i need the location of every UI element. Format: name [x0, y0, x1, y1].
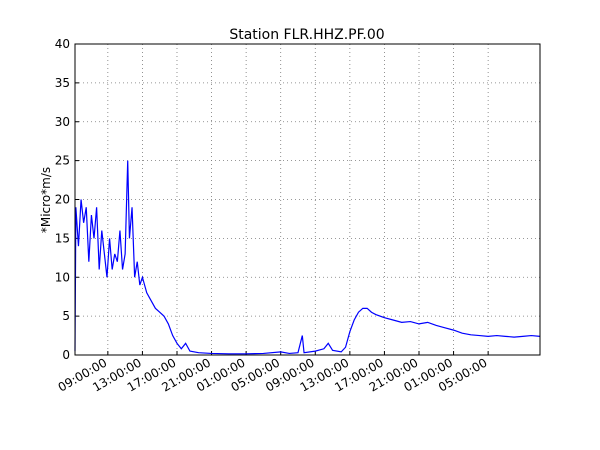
y-tick-label: 30 [55, 115, 70, 129]
y-tick-label: 20 [55, 193, 70, 207]
y-tick-label: 10 [55, 270, 70, 284]
y-tick-label: 0 [62, 348, 70, 362]
y-tick-label: 40 [55, 37, 70, 51]
plot-frame [74, 43, 541, 356]
y-axis-label: *Micro*m/s [39, 167, 53, 233]
y-tick-label: 5 [62, 309, 70, 323]
y-tick-label: 25 [55, 154, 70, 168]
data-line [74, 160, 541, 355]
chart-title: Station FLR.HHZ.PF.00 [229, 27, 384, 43]
y-tick-label: 15 [55, 231, 70, 245]
y-tick-label: 35 [55, 76, 70, 90]
